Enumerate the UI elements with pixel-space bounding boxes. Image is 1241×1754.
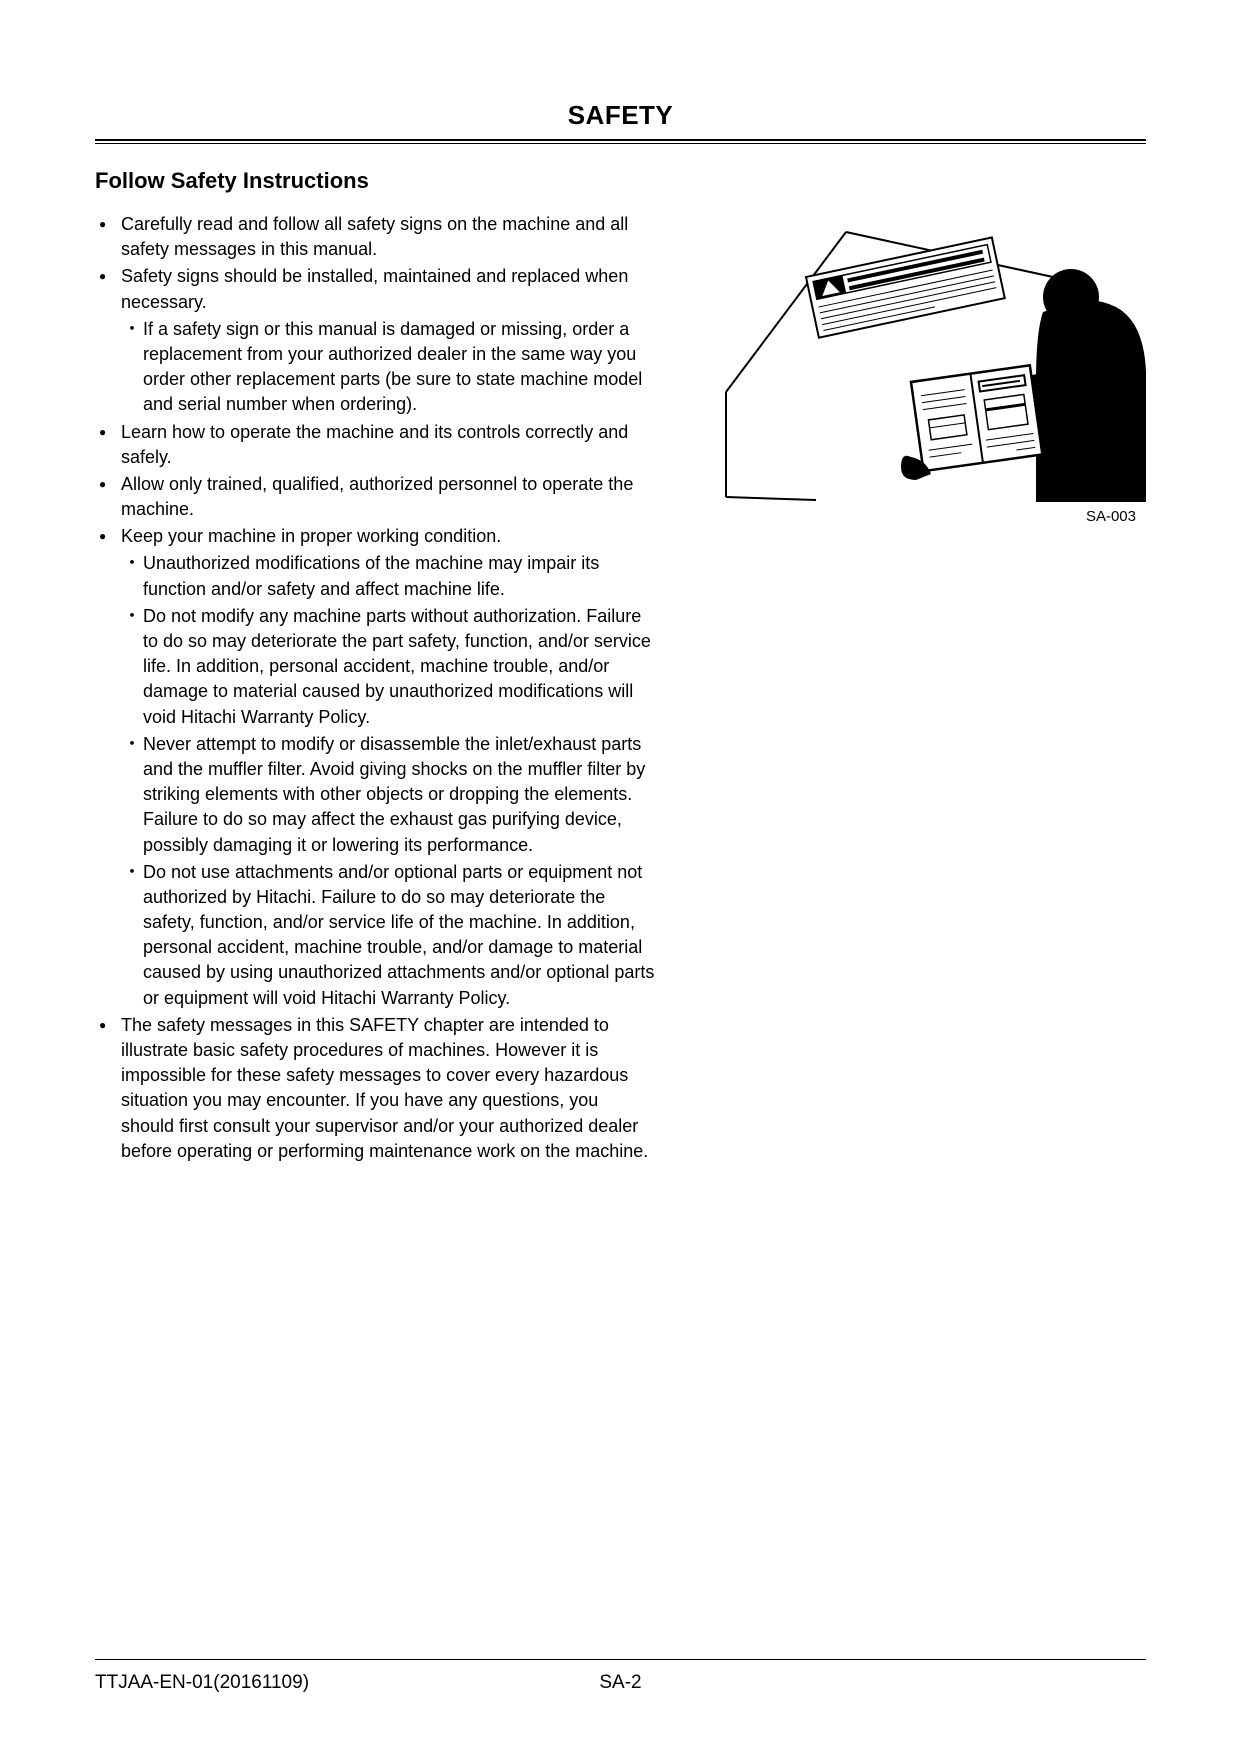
bullet-item: Carefully read and follow all safety sig… bbox=[95, 212, 655, 262]
illustration-caption: SA-003 bbox=[685, 508, 1146, 525]
image-column: SA-003 bbox=[685, 212, 1146, 525]
bullet-item: Allow only trained, qualified, authorize… bbox=[95, 472, 655, 522]
footer-right-spacer bbox=[1141, 1672, 1146, 1694]
bullet-text: Allow only trained, qualified, authorize… bbox=[121, 474, 633, 519]
page-container: SAFETY Follow Safety Instructions Carefu… bbox=[0, 0, 1241, 1754]
sub-bullet-list: If a safety sign or this manual is damag… bbox=[121, 317, 655, 418]
sub-bullet-item: If a safety sign or this manual is damag… bbox=[121, 317, 655, 418]
section-title: Follow Safety Instructions bbox=[95, 168, 1146, 194]
bullet-text: Carefully read and follow all safety sig… bbox=[121, 214, 628, 259]
bullet-item: The safety messages in this SAFETY chapt… bbox=[95, 1013, 655, 1164]
sub-bullet-item: Unauthorized modifications of the machin… bbox=[121, 551, 655, 601]
bullet-item: Keep your machine in proper working cond… bbox=[95, 524, 655, 1011]
safety-illustration bbox=[716, 222, 1146, 502]
footer-page-number: SA-2 bbox=[599, 1672, 641, 1694]
header-rule bbox=[95, 139, 1146, 144]
sub-bullet-list: Unauthorized modifications of the machin… bbox=[121, 551, 655, 1010]
bullet-item: Learn how to operate the machine and its… bbox=[95, 420, 655, 470]
bullet-text: Keep your machine in proper working cond… bbox=[121, 526, 501, 546]
bullet-text: The safety messages in this SAFETY chapt… bbox=[121, 1015, 648, 1161]
bullet-text: Safety signs should be installed, mainta… bbox=[121, 266, 628, 311]
content-row: Carefully read and follow all safety sig… bbox=[95, 212, 1146, 1166]
bullet-text: Learn how to operate the machine and its… bbox=[121, 422, 628, 467]
footer-doc-id: TTJAA-EN-01(20161109) bbox=[95, 1672, 309, 1694]
sub-bullet-item: Do not modify any machine parts without … bbox=[121, 604, 655, 730]
page-title: SAFETY bbox=[95, 100, 1146, 131]
text-column: Carefully read and follow all safety sig… bbox=[95, 212, 655, 1166]
bullet-list: Carefully read and follow all safety sig… bbox=[95, 212, 655, 1164]
sub-bullet-item: Never attempt to modify or disassemble t… bbox=[121, 732, 655, 858]
page-footer: TTJAA-EN-01(20161109) SA-2 bbox=[95, 1659, 1146, 1694]
bullet-item: Safety signs should be installed, mainta… bbox=[95, 264, 655, 417]
sub-bullet-item: Do not use attachments and/or optional p… bbox=[121, 860, 655, 1011]
